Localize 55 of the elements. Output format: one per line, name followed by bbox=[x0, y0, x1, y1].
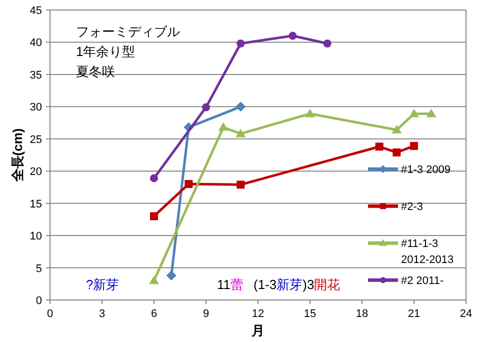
point bbox=[305, 108, 315, 118]
point bbox=[392, 124, 402, 134]
point bbox=[150, 212, 158, 220]
point bbox=[426, 108, 436, 118]
y-tick-label: 25 bbox=[30, 134, 42, 146]
y-tick-label: 10 bbox=[30, 230, 42, 243]
annotation: (1-3 bbox=[254, 277, 277, 292]
point bbox=[375, 142, 384, 151]
x-axis-title: 月 bbox=[250, 323, 264, 338]
y-tick-label: 45 bbox=[30, 5, 42, 17]
point bbox=[409, 108, 419, 118]
point bbox=[166, 270, 176, 281]
point bbox=[392, 148, 401, 156]
annotation: 1年余り型 bbox=[76, 44, 136, 59]
point bbox=[184, 180, 193, 188]
x-tick-label: 3 bbox=[98, 308, 106, 320]
annotation: 夏冬咲 bbox=[76, 64, 115, 79]
point bbox=[236, 102, 246, 112]
point bbox=[323, 40, 332, 48]
annotation: 開花 bbox=[314, 277, 340, 292]
annotation: 11 bbox=[217, 277, 230, 292]
y-tick-label: 30 bbox=[30, 102, 42, 114]
annotation: )3 bbox=[302, 277, 314, 292]
point bbox=[202, 103, 210, 112]
y-tick-label: 15 bbox=[30, 198, 42, 210]
x-tick-label: 9 bbox=[202, 308, 210, 320]
point bbox=[236, 180, 245, 189]
point bbox=[410, 142, 418, 150]
annotation: 新芽 bbox=[276, 277, 303, 292]
point bbox=[236, 128, 246, 138]
x-tick-label: 15 bbox=[304, 308, 316, 320]
x-tick-label: 0 bbox=[46, 308, 54, 320]
point bbox=[218, 122, 228, 131]
legend-label: #2 2011- bbox=[401, 275, 444, 288]
x-tick-label: 12 bbox=[252, 308, 264, 320]
y-tick-label: 0 bbox=[36, 295, 42, 307]
legend-label: #11-1-3 2012-2013 bbox=[401, 238, 454, 266]
x-tick-label: 21 bbox=[408, 308, 420, 320]
annotation: ?新芽 bbox=[86, 277, 120, 292]
point bbox=[288, 32, 297, 40]
legend-label: #2-3 bbox=[401, 201, 424, 214]
x-tick-label: 18 bbox=[356, 308, 368, 320]
y-tick-label: 20 bbox=[30, 166, 42, 178]
point bbox=[236, 40, 245, 48]
annotation: 蕾 bbox=[230, 277, 244, 292]
y-tick-label: 5 bbox=[36, 262, 42, 275]
y-tick-label: 40 bbox=[30, 37, 42, 50]
point bbox=[150, 174, 158, 182]
point bbox=[149, 276, 159, 284]
legend-label: #1-3 2009 bbox=[401, 164, 451, 176]
annotation: フォーミディブル bbox=[76, 24, 180, 39]
y-tick-label: 35 bbox=[30, 69, 42, 82]
x-tick-label: 6 bbox=[150, 308, 158, 320]
x-tick-label: 24 bbox=[460, 308, 472, 320]
y-axis-title: 全長(cm) bbox=[10, 128, 25, 183]
